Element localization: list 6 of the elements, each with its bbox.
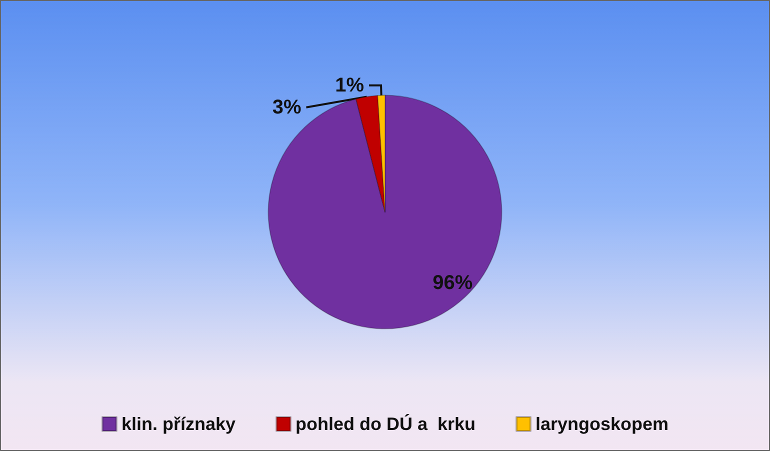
legend-label: klin. příznaky (121, 414, 236, 434)
data-label: 1% (335, 74, 364, 96)
data-label: 96% (432, 272, 473, 294)
legend-label: pohled do DÚ a krku (295, 414, 476, 434)
data-label: 3% (272, 96, 302, 118)
legend-label: laryngoskopem (536, 414, 669, 434)
